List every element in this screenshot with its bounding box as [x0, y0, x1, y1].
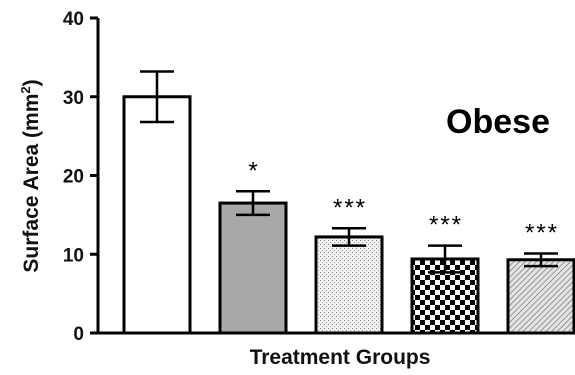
error-bars: [140, 70, 558, 274]
y-tick-label: 20: [63, 167, 84, 188]
significance-marker: *: [248, 157, 259, 184]
error-bar: [524, 252, 558, 268]
significance-markers: ******* ***: [248, 157, 559, 246]
error-bar: [428, 244, 462, 274]
y-tick-label: 30: [63, 88, 84, 109]
significance-marker: ***: [525, 219, 559, 246]
y-axis-title: Surface Area (mm2): [18, 79, 43, 272]
bar: [218, 201, 288, 335]
significance-marker: ***: [429, 212, 463, 239]
bar: [314, 235, 384, 335]
y-tick-label: 40: [63, 9, 84, 30]
bar: [506, 258, 575, 335]
bar: [122, 95, 192, 335]
significance-marker: ***: [333, 194, 367, 221]
group-annotation: Obese: [446, 103, 550, 141]
y-axis-title-close: ): [20, 79, 43, 86]
error-bar: [140, 70, 174, 124]
error-bar: [236, 190, 270, 217]
error-bar: [332, 227, 366, 247]
y-tick-label: 10: [63, 245, 84, 266]
y-axis-title-superscript: 2: [18, 86, 33, 93]
y-tick-label: 0: [73, 324, 84, 345]
y-ticks: 0 10 20 30 40: [63, 9, 98, 345]
bars: [122, 95, 575, 335]
x-axis-title: Treatment Groups: [250, 346, 431, 369]
y-axis-title-main: Surface Area (mm: [20, 94, 43, 273]
